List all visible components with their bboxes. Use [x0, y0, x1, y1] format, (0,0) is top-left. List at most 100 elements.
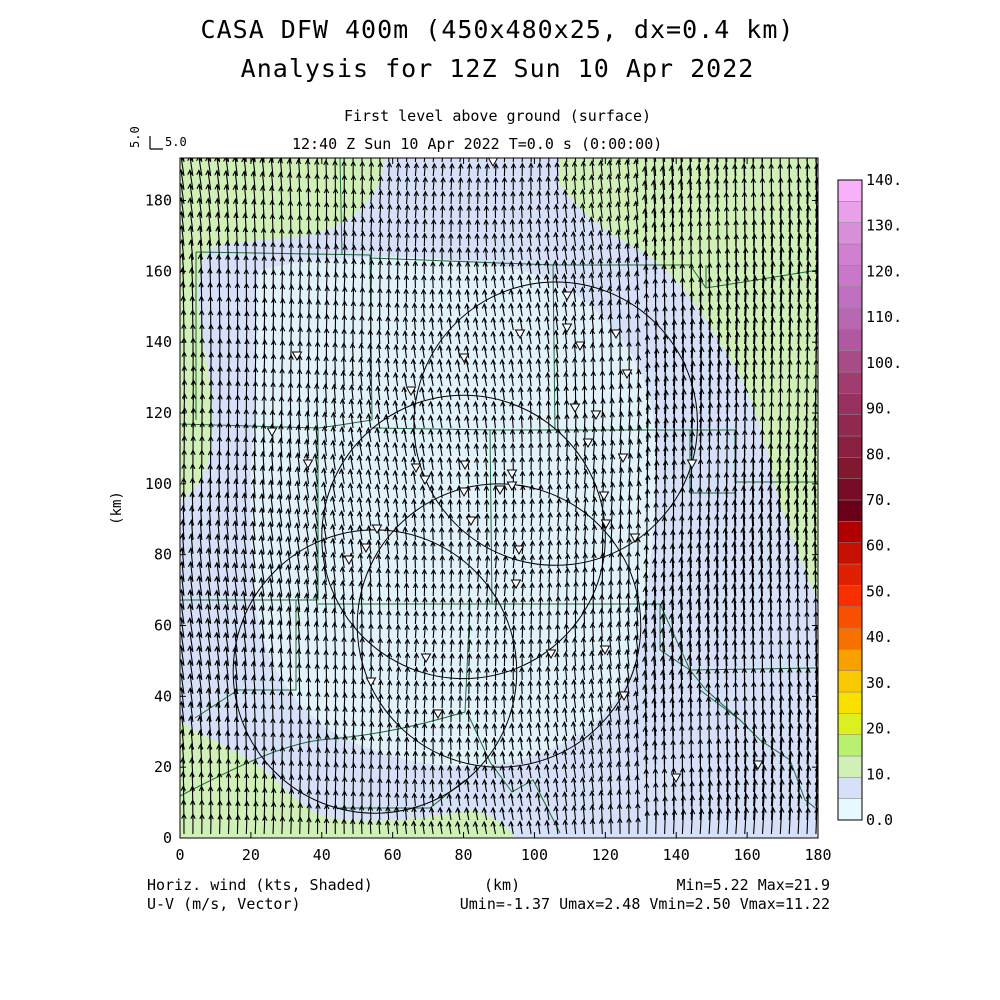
- station-marker: [506, 469, 518, 480]
- colorbar-level: [837, 243, 863, 266]
- y-tick-label: 40: [154, 687, 172, 705]
- colorbar-tick-label: 130.: [866, 217, 902, 235]
- colorbar-level: [837, 499, 863, 522]
- station-marker: [514, 329, 526, 340]
- station-marker: [590, 410, 602, 421]
- colorbar-level: [837, 755, 863, 778]
- wind-vectors: [180, 158, 818, 835]
- station-marker: [459, 460, 471, 471]
- x-tick-label: 180: [804, 846, 831, 864]
- colorbar-level: [837, 649, 863, 671]
- time-label: 12:40 Z Sun 10 Apr 2022 T=0.0 s (0:00:00…: [292, 135, 663, 153]
- y-tick-label: 20: [154, 758, 172, 776]
- station-marker: [410, 463, 422, 474]
- station-marker: [465, 516, 477, 527]
- reference-vector-icon: [149, 136, 163, 150]
- colorbar-level: [837, 563, 863, 586]
- station-marker: [487, 158, 499, 168]
- colorbar-tick-label: 50.: [866, 582, 893, 600]
- colorbar-tick-label: 100.: [866, 354, 902, 372]
- colorbar-tick-label: 30.: [866, 674, 893, 692]
- colorbar-tick-label: 80.: [866, 445, 893, 463]
- colorbar-level: [837, 457, 863, 479]
- station-marker: [621, 369, 633, 380]
- station-marker: [371, 524, 383, 535]
- radar-ring: [321, 394, 606, 680]
- station-marker: [291, 351, 303, 362]
- colorbar-level: [837, 393, 863, 415]
- station-marker: [494, 485, 506, 496]
- colorbar-level: [837, 585, 863, 607]
- colorbar-tick-label: 140.: [866, 171, 902, 189]
- colorbar-level: [837, 542, 863, 565]
- station-marker: [432, 709, 444, 720]
- colorbar-level: [837, 286, 863, 309]
- colorbar-level: [837, 371, 863, 394]
- station-marker: [343, 555, 355, 566]
- station-marker: [752, 760, 764, 771]
- colorbar-tick-label: 90.: [866, 400, 893, 418]
- radar-ring: [356, 483, 642, 768]
- x-tick-label: 160: [734, 846, 761, 864]
- y-tick-label: 140: [145, 333, 172, 351]
- colorbar-level: [837, 350, 863, 373]
- colorbar-level: [837, 414, 863, 437]
- colorbar-tick-label: 10.: [866, 765, 893, 783]
- colorbar-tick-label: 70.: [866, 491, 893, 509]
- colorbar-level: [837, 670, 863, 693]
- station-marker: [617, 453, 629, 464]
- y-tick-label: 80: [154, 546, 172, 564]
- station-markers: [266, 158, 764, 784]
- colorbar-level: [837, 329, 863, 351]
- colorbar-level: [837, 606, 863, 629]
- colorbar-tick-label: 20.: [866, 720, 893, 738]
- chart-subtitle: Analysis for 12Z Sun 10 Apr 2022: [240, 54, 755, 83]
- station-marker: [458, 487, 470, 498]
- y-tick-label: 60: [154, 617, 172, 635]
- station-marker: [686, 459, 698, 470]
- field-description: Horiz. wind (kts, Shaded): [147, 876, 373, 894]
- y-tick-label: 120: [145, 404, 172, 422]
- level-label: First level above ground (surface): [343, 107, 652, 125]
- colorbar-frame: [837, 179, 863, 821]
- colorbar-level: [837, 627, 863, 650]
- colorbar-level: [837, 179, 863, 202]
- station-marker: [545, 649, 557, 660]
- y-axis: 0 20 40 60 80 100 120 140 160 180: [145, 192, 818, 847]
- colorbar-level: [837, 435, 863, 458]
- station-marker: [670, 773, 682, 784]
- x-tick-label: 100: [521, 846, 548, 864]
- station-marker: [458, 353, 470, 364]
- uv-range-readout: Umin=-1.37 Umax=2.48 Vmin=2.50 Vmax=11.2…: [459, 895, 830, 913]
- station-marker: [561, 291, 573, 302]
- x-tick-label: 40: [313, 846, 331, 864]
- colorbar-level: [837, 713, 863, 735]
- station-marker: [629, 533, 641, 544]
- station-marker: [610, 329, 622, 340]
- plot-frame: [179, 157, 819, 839]
- station-marker: [510, 579, 522, 590]
- x-tick-label: 60: [384, 846, 402, 864]
- station-marker: [302, 459, 314, 470]
- reference-vector-value: 5.0: [165, 135, 187, 149]
- colorbar-level: [837, 777, 863, 799]
- station-marker: [598, 491, 610, 502]
- y-tick-label: 0: [163, 829, 172, 847]
- colorbar-level: [837, 478, 863, 501]
- station-marker: [618, 691, 630, 702]
- colorbar-level: [837, 734, 863, 757]
- y-tick-label: 180: [145, 192, 172, 210]
- x-tick-label: 140: [663, 846, 690, 864]
- x-tick-label: 20: [242, 846, 260, 864]
- colorbar-level: [837, 307, 863, 330]
- vector-description: U-V (m/s, Vector): [147, 895, 301, 913]
- x-tick-label: 80: [455, 846, 473, 864]
- station-marker: [599, 645, 611, 656]
- colorbar-tick-label: 0.0: [866, 811, 893, 829]
- station-marker: [266, 427, 278, 438]
- station-marker: [600, 519, 612, 530]
- x-axis: 0 20 40 60 80 100 120 140 160 180: [175, 158, 832, 864]
- station-marker: [360, 543, 372, 554]
- station-marker: [405, 386, 417, 397]
